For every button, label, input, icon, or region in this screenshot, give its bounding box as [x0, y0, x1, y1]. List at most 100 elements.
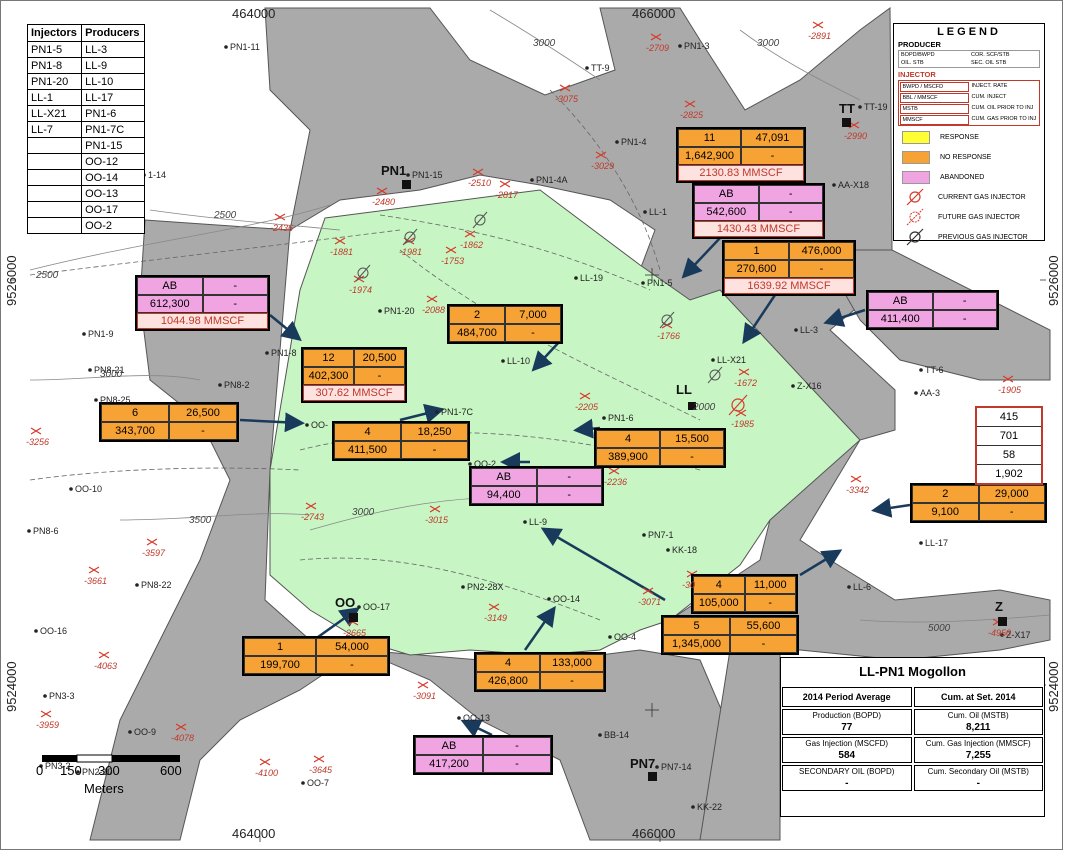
box-cell: - — [536, 486, 602, 504]
well-dot — [305, 423, 309, 427]
cumulative-header: Cum. at Set. 2014 — [913, 687, 1043, 707]
well-dot — [265, 351, 269, 355]
abandoned-well-x — [472, 168, 484, 176]
abandoned-well-x — [559, 84, 571, 92]
box-cell: 1 — [244, 638, 316, 656]
box-cell: 1,642,900 — [678, 147, 741, 165]
legend-item-abandoned: ABANDONED — [902, 167, 1044, 187]
well-dot — [858, 105, 862, 109]
well-label: OO-14 — [553, 594, 581, 604]
depth-label: -2891 — [808, 31, 832, 41]
depth-label: -3149 — [484, 613, 508, 623]
contour-line — [859, 614, 1051, 623]
box-cell: 612,300 — [137, 295, 203, 313]
legend-key: MSTB — [899, 103, 969, 114]
previous-gas-injector-icon — [659, 311, 675, 329]
well-label: LL-X21 — [717, 355, 747, 365]
box-cell: 29,000 — [978, 485, 1045, 503]
depth-label: -1766 — [657, 331, 681, 341]
abandoned-well-x — [40, 710, 52, 718]
abandoned-well-x — [1002, 375, 1014, 383]
arrow — [239, 412, 305, 433]
table-row: OO-2 — [26, 217, 145, 234]
box-cell: 4 — [476, 654, 540, 672]
arrow — [523, 605, 556, 651]
well-dot — [919, 368, 923, 372]
well-dot — [128, 730, 132, 734]
abandoned-well-box: AB -411,400- — [866, 290, 999, 330]
fault-line — [379, 214, 651, 291]
info-cell: Production (BOPD) 77 — [782, 709, 912, 735]
well-dot — [643, 210, 647, 214]
box-cell: 4 — [596, 430, 660, 448]
box-cell: - — [978, 503, 1045, 521]
box-cell: 12 — [303, 349, 354, 367]
well-data-box: 2 7,000 484,700- — [447, 304, 563, 344]
well-label: 1-14 — [148, 170, 167, 180]
box-cell: 2 — [449, 306, 505, 324]
box-cell: 411,500 — [334, 441, 401, 459]
well-group-label: TT — [839, 101, 855, 116]
box-cell: AB — [471, 468, 537, 486]
well-data-box: 12 20,500 402,300-307.62 MMSCF — [301, 347, 407, 403]
abandoned-well-x — [305, 502, 317, 510]
contour-label: 2000 — [693, 402, 716, 413]
box-cell: 26,500 — [169, 404, 237, 422]
well-label: LL-3 — [800, 325, 819, 335]
depth-label: -2205 — [575, 402, 599, 412]
well-dot — [27, 529, 31, 533]
well-label: PN1-7C — [441, 407, 474, 417]
abandoned-well-x — [30, 427, 42, 435]
well-label: OO-10 — [75, 484, 103, 494]
box-cell: 54,000 — [316, 638, 388, 656]
table-row: OO-14 — [26, 169, 145, 186]
box-row: 612,300- — [137, 295, 268, 313]
coord-left-9524000: 9524000 — [4, 661, 19, 712]
fault-line — [299, 557, 601, 621]
well-dot — [457, 716, 461, 720]
arrow — [871, 497, 911, 518]
box-cell: 270,600 — [724, 260, 789, 278]
box-row: 4 15,500 — [596, 430, 724, 448]
well-label: LL-10 — [507, 356, 531, 366]
box-cell: 476,000 — [789, 242, 854, 260]
legend-key: CUM. GAS PRIOR TO INJ — [971, 115, 1037, 122]
depth-label: -1981 — [399, 247, 423, 257]
depth-label: -1753 — [441, 256, 465, 266]
field-summary-panel: LL-PN1 Mogollon 2014 Period Average Cum.… — [780, 657, 1045, 817]
table-row: OO-17 — [26, 201, 145, 218]
legend-item-label: PREVIOUS GAS INJECTOR — [938, 233, 1028, 241]
box-row: 6 26,500 — [101, 404, 237, 422]
well-dot — [574, 276, 578, 280]
contour-label: 2500 — [214, 210, 237, 221]
well-marker-pn7 — [648, 772, 657, 781]
depth-label: -30 — [682, 580, 696, 590]
well-label: OO-9 — [134, 727, 157, 737]
well-label: PN1-4 — [621, 137, 647, 147]
fault-line — [29, 229, 401, 276]
box-row: 426,800- — [476, 672, 604, 690]
box-cell: - — [758, 185, 823, 203]
box-row: 402,300- — [303, 367, 405, 385]
producer-cell: LL-10 — [81, 73, 145, 90]
box-cell: 133,000 — [540, 654, 604, 672]
injector-cell: PN1-20 — [26, 73, 83, 90]
legend-injector-keys: BWPD / MSCFD INJECT. RATE BBL / MMSCF CU… — [898, 80, 1040, 126]
table-row: OO-13 — [26, 185, 145, 202]
cum-gas-value: 2130.83 MMSCF — [678, 165, 804, 181]
injector-cell: LL-X21 — [26, 105, 83, 122]
legend-key: SEC. OIL STB — [971, 60, 1007, 66]
abandoned-well-x — [499, 180, 511, 188]
well-dot — [39, 764, 43, 768]
well-dot — [711, 358, 715, 362]
legend-key: CUM. INJECT — [971, 93, 1007, 100]
arrow — [540, 527, 666, 602]
well-label: PN7-14 — [661, 762, 692, 772]
box-cell: 11,000 — [744, 576, 796, 594]
legend-key: BOPD/BWPD — [901, 52, 935, 58]
producer-cell: PN1-7C — [81, 121, 145, 138]
box-row: 105,000- — [693, 594, 796, 612]
abandoned-well-x — [334, 237, 346, 245]
depth-label: -2743 — [301, 512, 325, 522]
abandoned-well-x — [608, 467, 620, 475]
